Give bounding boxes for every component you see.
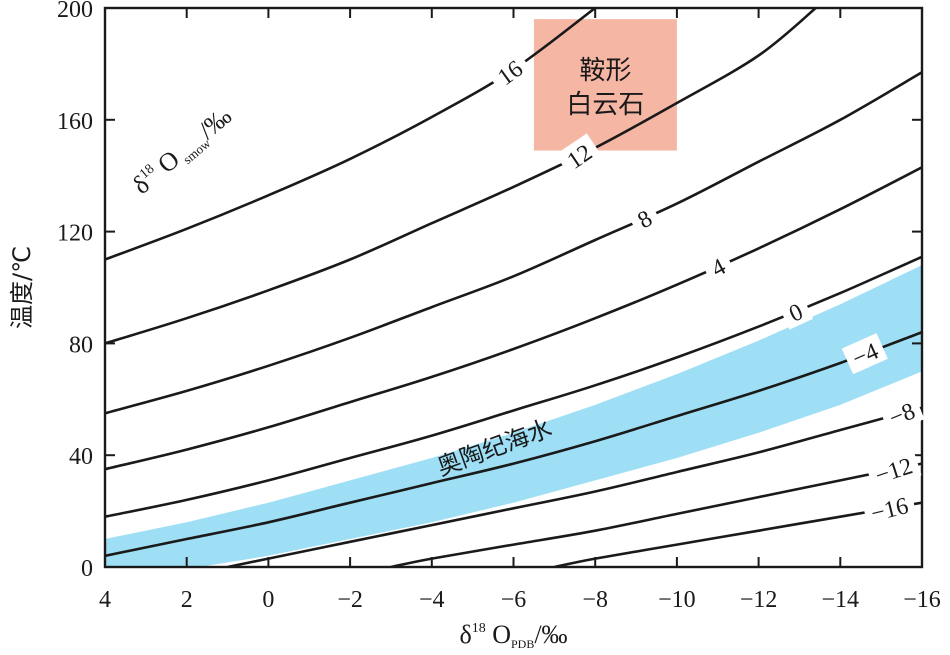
contour-label-group: −8: [878, 393, 925, 434]
y-tick-label: 80: [69, 332, 93, 358]
x-tick-label: −4: [419, 587, 445, 613]
contour-label-group: −4: [841, 333, 888, 375]
x-axis-title-unit: /‰: [534, 620, 567, 649]
contour-label-bg: [555, 133, 603, 178]
y-tick-label: 160: [57, 109, 93, 135]
contour-label-bg: [841, 333, 888, 375]
contour-label-bg: [625, 199, 663, 237]
x-tick-label: −8: [582, 587, 608, 613]
series-title-o: O: [147, 145, 185, 183]
y-tick-label: 200: [57, 0, 93, 23]
contour-line: [105, 166, 922, 471]
contour-line: [105, 8, 817, 345]
x-tick-label: 0: [262, 587, 274, 613]
contour-line: [105, 330, 922, 558]
x-tick-label: −14: [822, 587, 860, 613]
contour-label-bg: [485, 49, 534, 95]
region-label-line1: 鞍形: [579, 56, 631, 86]
x-axis-title-sup: 18: [472, 621, 486, 636]
contour-label-bg: [699, 248, 736, 285]
y-tick-label: 0: [81, 556, 93, 582]
y-tick-label: 40: [69, 444, 93, 470]
series-title-text: δ18 O smow/‰: [127, 101, 239, 202]
x-axis-title-delta: δ: [459, 620, 471, 649]
contour-line: [105, 8, 596, 261]
contour-label-group: 8: [625, 199, 663, 237]
contour-line: [105, 71, 922, 415]
y-tick-label: 120: [57, 221, 93, 247]
contour-label-group: −12: [865, 448, 922, 491]
x-tick-label: −12: [740, 587, 778, 613]
contour-label-group: 4: [699, 248, 736, 285]
dolomite-region: [533, 19, 677, 151]
contour-label-bg: [861, 488, 917, 528]
series-title: δ18 O smow/‰: [127, 101, 239, 202]
fill-layer: [105, 19, 922, 567]
plot-frame: 4 2 0 −2 −4 −6 −8 −10 −12 −14 −1604080120160200δ18…: [8, 0, 941, 651]
x-tick-label: −2: [337, 587, 363, 613]
contour-line: [390, 462, 922, 567]
contour-line: [105, 255, 922, 518]
contour-label: −12: [872, 453, 916, 489]
contour-label-group: 16: [485, 49, 534, 95]
contour-label-group: −16: [861, 488, 917, 528]
contour-label-bg: [865, 448, 922, 491]
x-tick-label: 2: [181, 587, 193, 613]
x-axis-title-o: O: [486, 620, 511, 649]
y-axis-title: 温度/℃: [8, 246, 36, 329]
contour-line: [227, 406, 922, 567]
x-tick-label: −10: [658, 587, 696, 613]
x-tick-label: −6: [501, 587, 527, 613]
contour-label-bg: [878, 393, 925, 434]
x-axis-title: δ18 OPDB/‰: [459, 620, 567, 651]
x-axis-title-sub: PDB: [511, 637, 534, 651]
seawater-band: [105, 265, 922, 567]
region-label-line2: 白云石: [566, 90, 644, 120]
contour-label-group: 0: [777, 293, 814, 330]
x-tick-label: −16: [903, 587, 941, 613]
x-tick-label: 4: [99, 587, 111, 613]
contour-label-bg: [777, 293, 814, 330]
